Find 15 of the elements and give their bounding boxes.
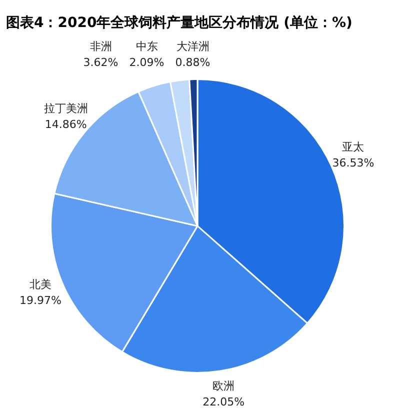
slice-label: 中东 — [136, 40, 158, 54]
chart-title: 图表4：2020年全球饲料产量地区分布情况 (单位：%) — [5, 14, 354, 33]
data-label: 2.09% — [129, 56, 164, 70]
slice-label: 北美 — [30, 278, 52, 292]
slice-label: 大洋洲 — [176, 40, 210, 54]
data-label: 22.05% — [202, 396, 245, 409]
data-label: 3.62% — [83, 56, 118, 70]
slice-label: 非洲 — [90, 40, 112, 54]
data-label: 19.97% — [20, 294, 62, 308]
data-label: 14.86% — [44, 118, 87, 132]
data-label: 0.88% — [175, 56, 210, 70]
slice-label: 亚太 — [342, 140, 364, 154]
slice-label: 拉丁美洲 — [44, 102, 88, 116]
data-label: 36.53% — [332, 156, 374, 170]
slice-label: 欧洲 — [212, 380, 235, 393]
